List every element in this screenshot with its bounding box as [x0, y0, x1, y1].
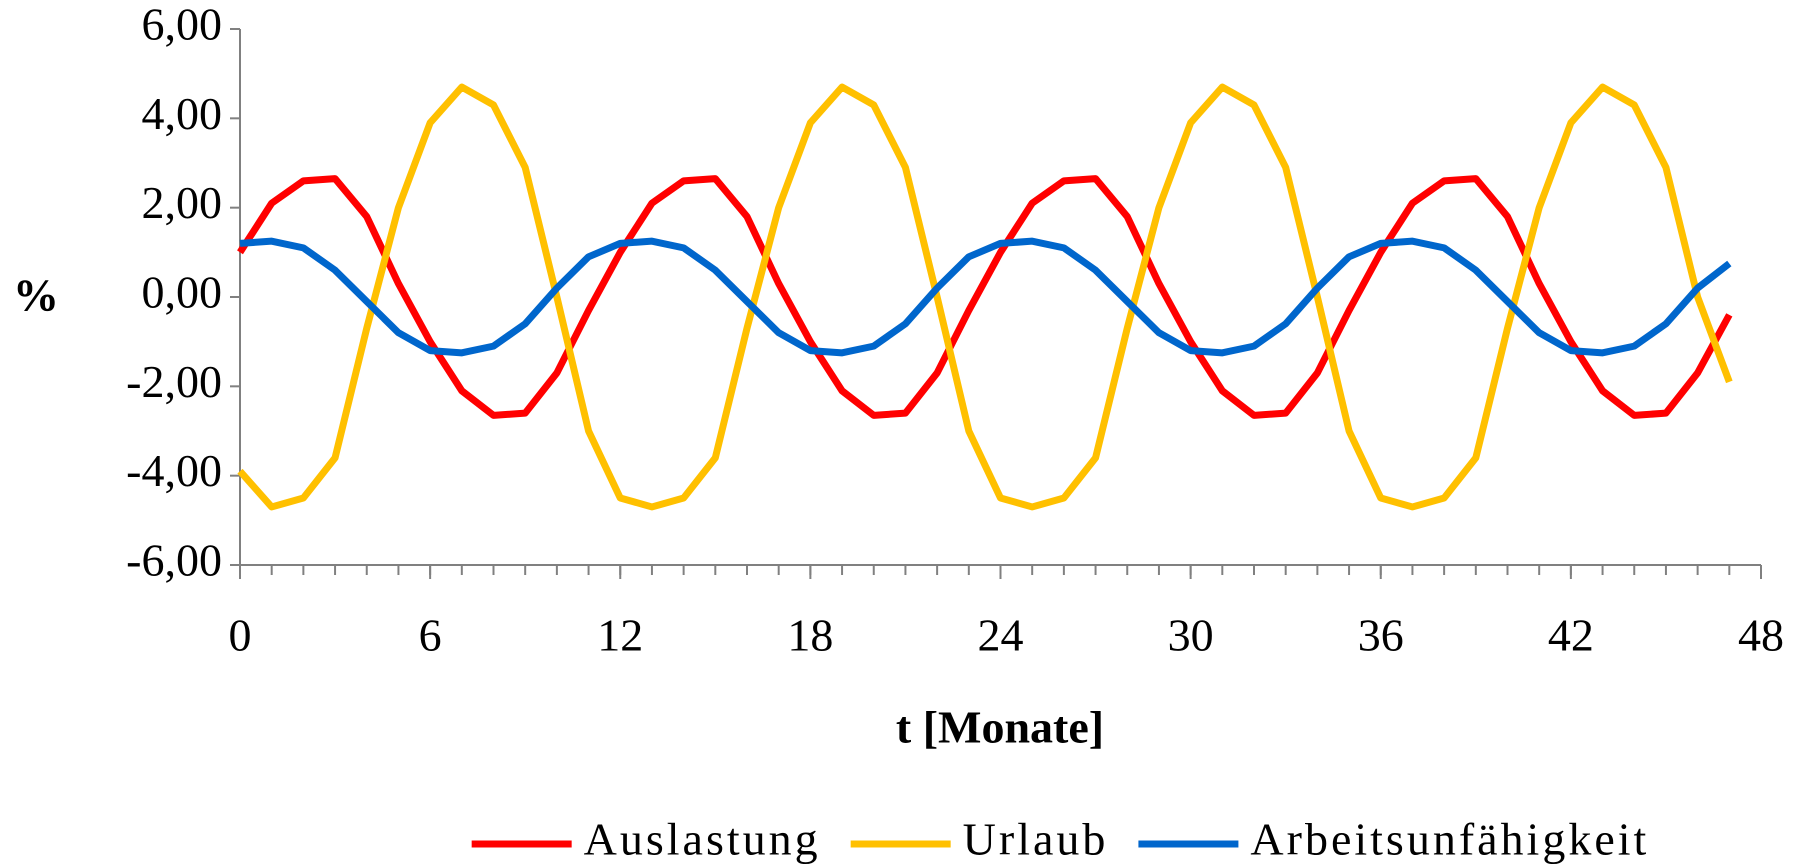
- series-line: [239, 237, 1732, 357]
- series-line: [237, 83, 1733, 511]
- y-tick-label: -6,00: [126, 535, 222, 586]
- x-tick-label: 42: [1548, 610, 1594, 661]
- legend-label: Urlaub: [963, 814, 1109, 865]
- legend-label: Arbeitsunfähigkeit: [1250, 814, 1649, 865]
- series-line: [237, 175, 1733, 419]
- y-tick-label: 0,00: [142, 267, 223, 318]
- x-axis-label: t [Monate]: [896, 702, 1104, 753]
- x-tick-label: 12: [597, 610, 643, 661]
- x-tick-label: 36: [1358, 610, 1404, 661]
- x-tick-label: 0: [229, 610, 252, 661]
- x-tick-label: 18: [787, 610, 833, 661]
- x-tick-label: 24: [978, 610, 1024, 661]
- y-axis-label: %: [13, 270, 59, 321]
- x-tick-label: 30: [1168, 610, 1214, 661]
- y-tick-label: -2,00: [126, 356, 222, 407]
- x-tick-label: 48: [1738, 610, 1784, 661]
- x-tick-label: 6: [419, 610, 442, 661]
- y-tick-label: -4,00: [126, 445, 222, 496]
- legend-label: Auslastung: [584, 814, 821, 865]
- y-tick-label: 2,00: [142, 177, 223, 228]
- y-tick-label: 6,00: [142, 0, 223, 50]
- y-tick-label: 4,00: [142, 88, 223, 139]
